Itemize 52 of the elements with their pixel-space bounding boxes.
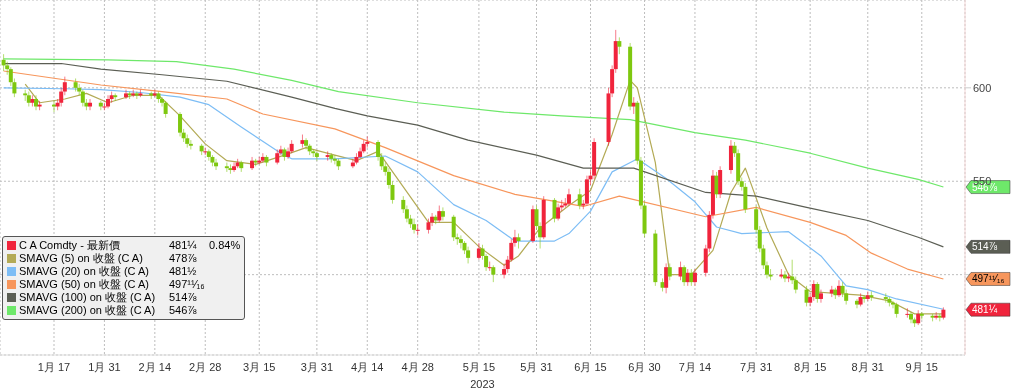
- annotation: 481½: [169, 265, 198, 278]
- candlestick: [905, 307, 910, 319]
- annotation: 514⅞: [972, 241, 998, 253]
- x-tick-label: 2月 28: [189, 360, 222, 373]
- legend-label: SMAVG (20) on 收盤 (C A): [19, 265, 150, 278]
- candlestick: [415, 223, 420, 236]
- candlestick: [908, 311, 913, 324]
- text: 497¹¹⁄₁₆: [169, 278, 205, 290]
- x-tick-label: 5月 15: [462, 360, 496, 373]
- x-tick-label: 8月 15: [793, 360, 827, 373]
- candlestick: [818, 289, 823, 304]
- candlestick: [160, 96, 165, 107]
- annotation: 497¹¹⁄₁₆: [972, 273, 1005, 285]
- y-tick-label: 600: [973, 81, 992, 94]
- legend-label: SMAVG (5) on 收盤 (C A): [19, 252, 144, 265]
- x-tick-label: 2月 14: [138, 360, 172, 373]
- candlestick: [890, 300, 895, 309]
- candlestick: [88, 98, 93, 111]
- x-tick-label: 6月 30: [628, 360, 661, 373]
- legend-label: SMAVG (200) on 收盤 (C A): [19, 304, 157, 317]
- x-tick-label: 8月 31: [851, 360, 884, 373]
- x-tick-label: 9月 15: [905, 360, 938, 373]
- x-tick-label: 4月 28: [401, 360, 434, 373]
- text: 481¼: [169, 239, 197, 251]
- candlestick: [412, 218, 417, 235]
- annotation: 478⅞: [169, 252, 198, 265]
- candlestick: [466, 246, 471, 264]
- line-series: [3, 58, 944, 188]
- annotation: 481¼: [972, 304, 998, 316]
- candlestick: [286, 147, 291, 160]
- candlestick: [502, 262, 507, 279]
- annotation: 0.84%: [209, 239, 241, 252]
- legend-label: SMAVG (50) on 收盤 (C A): [19, 278, 150, 291]
- candlestick: [358, 147, 363, 160]
- x-tick-label: 1月 31: [88, 360, 121, 373]
- x-axis-title: 2023: [470, 378, 495, 390]
- candlestick: [304, 137, 309, 150]
- text: 546⅞: [169, 304, 197, 316]
- x-tick-label: 3月 15: [243, 360, 276, 373]
- candlestick: [854, 298, 859, 309]
- legend-label: C A Comdty - 最新價: [19, 239, 121, 252]
- legend-label: SMAVG (100) on 收盤 (C A): [19, 291, 157, 304]
- x-tick-label: 5月 31: [520, 360, 553, 373]
- candlestick: [365, 135, 370, 149]
- text: 514⅞: [169, 291, 197, 303]
- x-tick-label: 6月 15: [574, 360, 607, 373]
- x-tick-label: 4月 14: [351, 360, 384, 373]
- x-tick-label: 7月 14: [678, 360, 712, 373]
- x-tick-label: 3月 31: [300, 360, 334, 373]
- x-tick-label: 7月 31: [739, 360, 773, 373]
- candlestick: [232, 162, 237, 173]
- x-tick-label: 1月 17: [37, 360, 71, 373]
